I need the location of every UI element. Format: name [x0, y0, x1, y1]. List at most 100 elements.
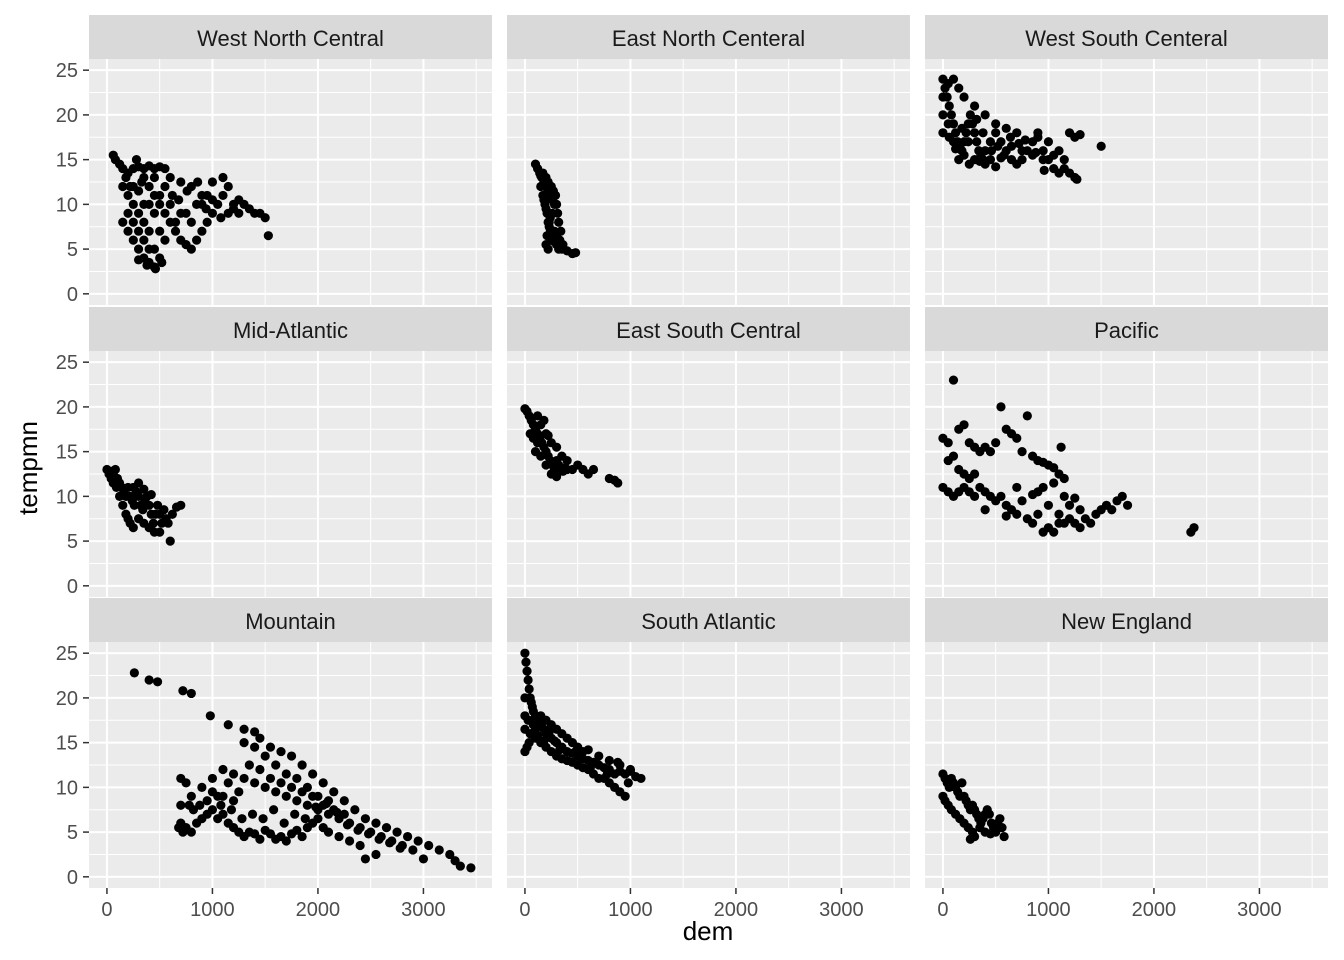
data-point — [1064, 500, 1075, 510]
data-point — [160, 235, 170, 245]
data-point — [602, 769, 612, 779]
data-point — [155, 527, 165, 537]
data-point — [263, 231, 273, 241]
data-point — [159, 505, 169, 515]
x-tick-label: 3000 — [819, 899, 864, 921]
data-point — [1012, 509, 1022, 519]
data-point — [292, 796, 302, 806]
data-point — [201, 204, 211, 214]
data-point — [234, 787, 244, 797]
data-point — [244, 760, 254, 770]
data-point — [943, 119, 953, 129]
data-point — [539, 736, 549, 746]
y-tick-label: 15 — [56, 442, 78, 464]
data-point — [129, 668, 139, 678]
shared-axes: 0 5 10 15 20 25 0 5 10 15 20 25 0 5 10 15 20 25 0 1000 2000 3… — [56, 60, 1282, 921]
data-point — [167, 509, 177, 519]
data-point — [186, 244, 196, 254]
data-point — [152, 677, 163, 687]
data-point — [360, 854, 371, 864]
data-point — [186, 688, 196, 699]
data-point — [174, 195, 184, 205]
y-tick-label: 0 — [67, 867, 78, 889]
data-point — [321, 798, 331, 809]
data-point — [279, 818, 289, 828]
data-point — [1054, 509, 1064, 519]
facet-strip — [507, 598, 910, 642]
data-point — [139, 484, 149, 494]
data-point — [541, 204, 551, 214]
data-point — [237, 814, 247, 824]
facet-strip-label: West South Centeral — [1025, 26, 1228, 51]
data-point — [1022, 411, 1032, 421]
facet-strip — [507, 15, 910, 59]
data-point — [223, 720, 233, 730]
data-point — [142, 260, 152, 270]
data-point — [226, 805, 237, 815]
data-point — [527, 715, 537, 725]
data-point — [202, 796, 212, 806]
data-point — [255, 834, 265, 844]
data-point — [980, 505, 990, 515]
data-point — [985, 137, 996, 147]
data-point — [255, 733, 265, 743]
data-point — [207, 787, 218, 797]
data-point — [445, 849, 455, 860]
data-point — [588, 464, 599, 475]
data-point — [1122, 500, 1133, 510]
data-point — [995, 814, 1005, 824]
facet-strip-label: East North Centeral — [612, 26, 805, 51]
y-tick-label: 10 — [56, 486, 78, 508]
data-point — [392, 827, 402, 837]
data-point — [197, 782, 207, 792]
data-point — [521, 657, 531, 667]
data-point — [176, 500, 186, 510]
data-point — [1096, 141, 1106, 151]
data-point — [157, 257, 167, 268]
data-point — [150, 264, 161, 274]
data-point — [1012, 433, 1022, 443]
data-point — [978, 128, 988, 138]
data-point — [160, 208, 170, 218]
x-tick-label: 0 — [519, 899, 530, 921]
y-tick-label: 20 — [56, 688, 78, 710]
data-point — [1005, 132, 1016, 142]
data-point — [522, 666, 532, 676]
data-point — [551, 199, 562, 209]
data-point — [1012, 482, 1022, 493]
x-tick-label: 1000 — [608, 899, 653, 921]
data-point — [218, 764, 228, 775]
data-point — [969, 491, 980, 501]
data-point — [434, 845, 444, 855]
x-tick-label: 2000 — [296, 899, 341, 921]
y-tick-label: 25 — [56, 643, 78, 665]
data-point — [313, 814, 323, 824]
data-point — [374, 834, 384, 844]
data-point — [276, 778, 286, 788]
data-point — [1070, 493, 1080, 503]
data-point — [541, 460, 551, 470]
x-tick-label: 0 — [101, 899, 112, 921]
data-point — [999, 831, 1009, 842]
data-point — [963, 137, 973, 147]
data-point — [111, 482, 122, 493]
data-point — [1075, 129, 1085, 140]
data-point — [258, 814, 268, 824]
data-point — [1059, 473, 1069, 484]
data-point — [207, 195, 218, 205]
data-point — [114, 491, 125, 501]
y-tick-label: 5 — [67, 239, 78, 261]
data-point — [620, 791, 630, 801]
data-point — [1049, 478, 1059, 488]
data-point — [247, 809, 258, 819]
data-point — [297, 831, 307, 842]
data-point — [178, 686, 188, 696]
data-point — [1075, 505, 1085, 515]
data-point — [192, 235, 202, 245]
data-point — [1017, 447, 1027, 457]
data-point — [276, 746, 286, 757]
data-point — [943, 79, 953, 89]
data-point — [223, 208, 233, 218]
data-point — [543, 244, 553, 254]
data-point — [959, 92, 969, 102]
